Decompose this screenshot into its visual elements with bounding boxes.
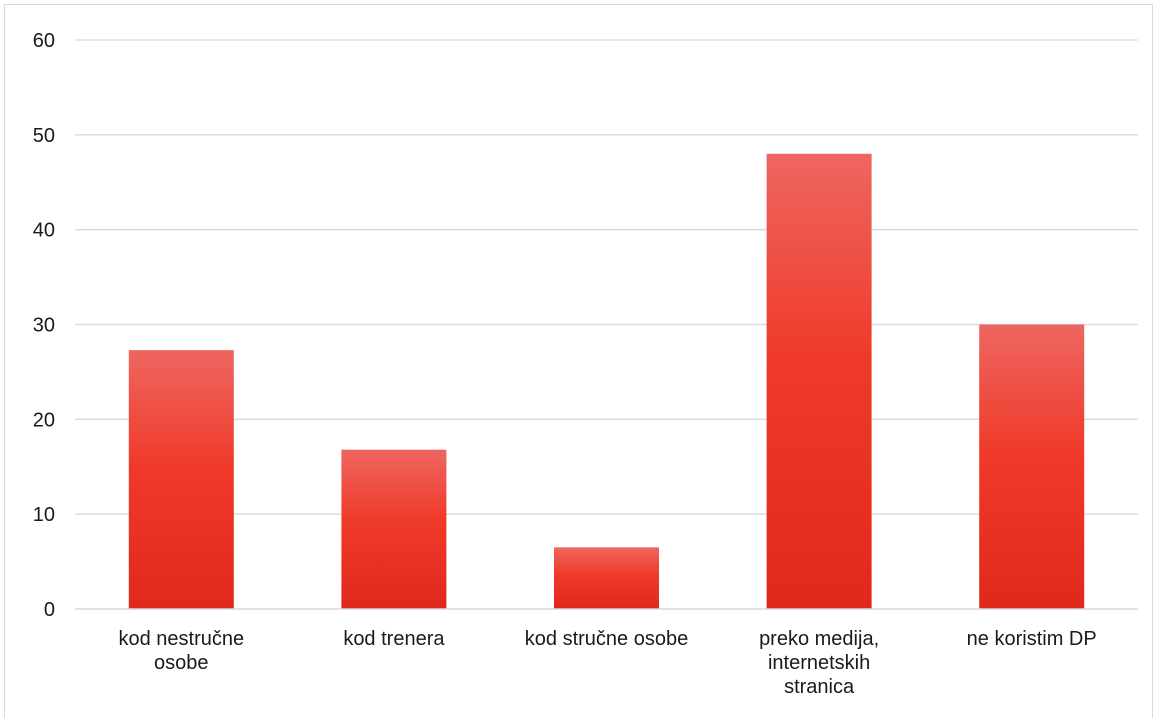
gridlines	[75, 39, 1138, 515]
x-category-label: kod stručne osobe	[525, 628, 688, 650]
x-axis-category-labels: kod nestručne osobe kod trenera kod stručne…	[118, 628, 1096, 698]
y-tick-label: 60	[33, 30, 55, 52]
y-tick-label: 0	[44, 599, 55, 621]
x-category-label: kod trenera	[343, 628, 445, 650]
y-tick-label: 20	[33, 409, 55, 431]
y-tick-label: 40	[33, 220, 55, 242]
y-tick-label: 10	[33, 504, 55, 526]
x-category-label: ne koristim DP	[967, 628, 1097, 650]
y-axis-tick-labels: 0 10 20 30 40 50 60	[33, 30, 55, 621]
bar	[341, 449, 447, 609]
bars	[128, 153, 1085, 610]
y-tick-label: 30	[33, 315, 55, 337]
bar	[128, 350, 234, 609]
bar	[979, 324, 1085, 609]
x-category-label: preko medija, internetskih stranica	[759, 628, 879, 698]
x-category-label: kod nestručne osobe	[118, 628, 244, 674]
bar	[766, 153, 872, 610]
y-tick-label: 50	[33, 125, 55, 147]
bar	[554, 547, 659, 609]
